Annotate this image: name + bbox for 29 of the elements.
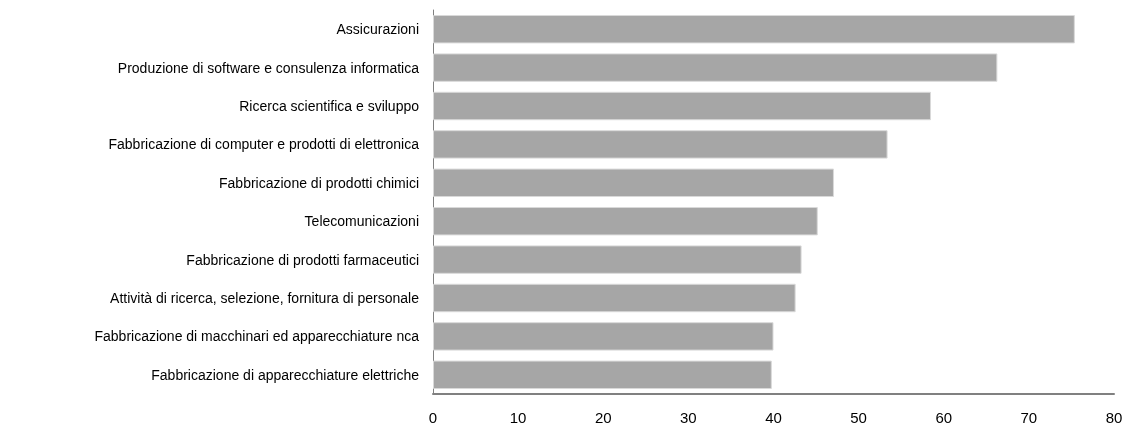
y-tick-label: Fabbricazione di macchinari ed apparecchiature nca <box>94 328 420 345</box>
x-tick-label: 60 <box>935 409 953 426</box>
x-tick-label: 70 <box>1020 409 1038 426</box>
bar <box>433 130 888 159</box>
bar <box>433 206 818 236</box>
y-tick-label: Telecomunicazioni <box>304 213 419 230</box>
y-tick-label: Fabbricazione di apparecchiature elettriche <box>151 366 420 383</box>
x-tick-label: 80 <box>1105 409 1123 426</box>
y-tick-label: Ricerca scientifica e sviluppo <box>239 98 420 114</box>
bar <box>433 53 998 82</box>
bar <box>433 14 1075 44</box>
y-tick-label: Produzione di software e consulenza informatica <box>117 59 420 76</box>
y-tick-label: Fabbricazione di computer e prodotti di elettronica <box>108 136 420 153</box>
x-tick-label: 20 <box>594 409 612 426</box>
x-tick-label: 0 <box>428 409 438 426</box>
y-tick-label: Fabbricazione di prodotti farmaceutici <box>186 251 419 268</box>
y-tick-label: Attività di ricerca, selezione, fornitura di personale <box>110 290 420 306</box>
bar <box>433 322 774 351</box>
x-tick-label: 40 <box>765 409 782 426</box>
bar <box>433 91 931 121</box>
bar <box>433 360 772 390</box>
bar <box>433 168 834 198</box>
bar <box>433 245 802 274</box>
y-tick-label: Fabbricazione di prodotti chimici <box>219 174 419 191</box>
x-tick-label: 50 <box>850 409 867 426</box>
bar <box>433 283 796 313</box>
y-tick-label: Assicurazioni <box>336 21 419 38</box>
x-tick-label: 10 <box>509 409 527 426</box>
x-tick-label: 30 <box>680 409 697 426</box>
